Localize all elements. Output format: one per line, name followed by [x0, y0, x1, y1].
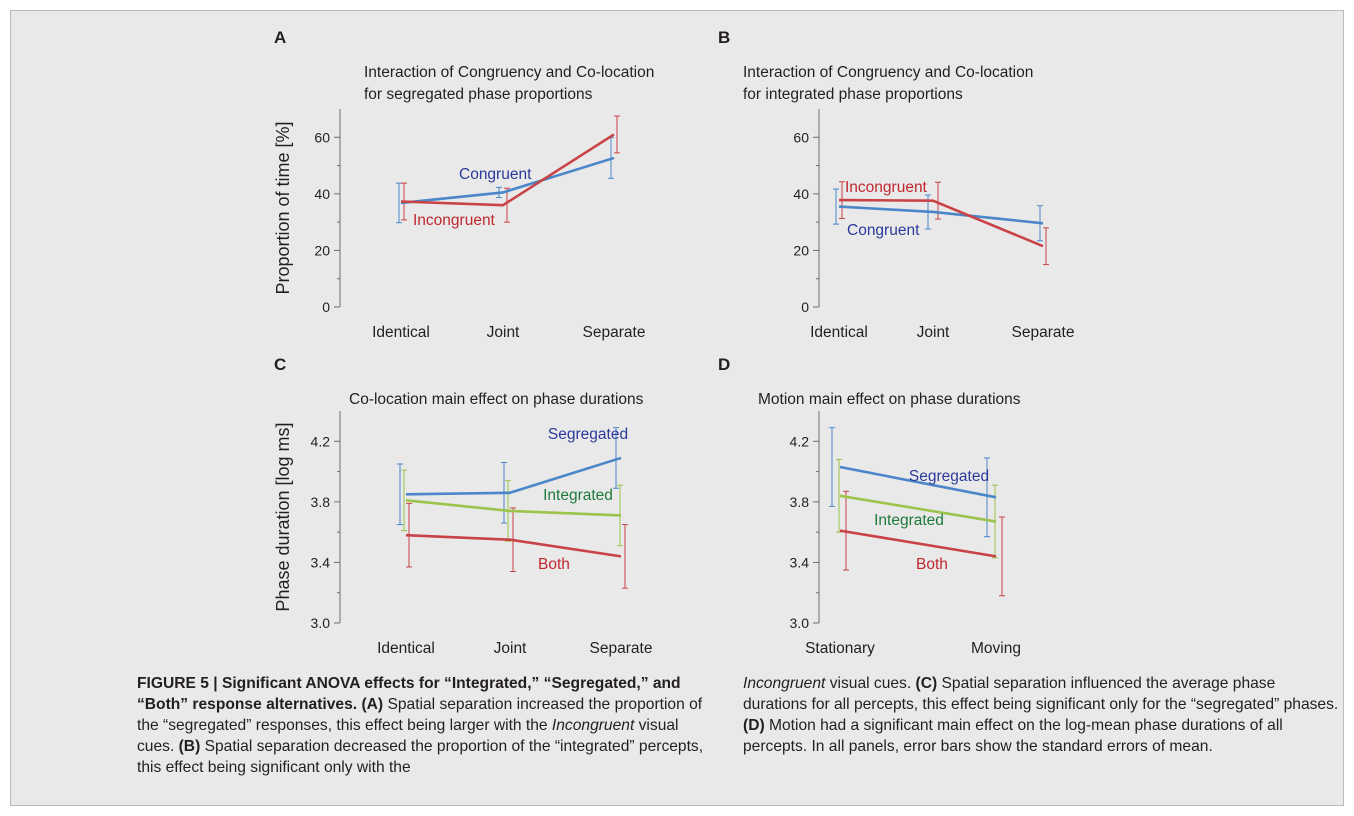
y-tick-label: 60 [314, 129, 330, 145]
x-tick-label: Stationary [805, 640, 875, 657]
series-label: Congruent [847, 222, 920, 239]
caption-text: (A) [357, 696, 384, 713]
series-label: Segregated [548, 426, 628, 443]
series-label: Integrated [874, 512, 944, 529]
x-tick-label: Identical [377, 640, 435, 657]
y-tick-label: 20 [314, 242, 330, 258]
series-line [400, 133, 615, 207]
panel-letter: D [718, 355, 730, 374]
y-axis-label: Proportion of time [%] [273, 121, 293, 294]
series-label: Incongruent [845, 179, 928, 196]
x-tick-label: Identical [372, 324, 430, 341]
panel-title: Motion main effect on phase durations [758, 391, 1021, 408]
series-label: Integrated [543, 487, 613, 504]
caption-text: visual cues. [825, 675, 916, 692]
series-line [400, 156, 615, 205]
caption-text: (D) [743, 717, 765, 734]
x-tick-label: Joint [487, 324, 520, 341]
caption-left: FIGURE 5 | Significant ANOVA effects for… [137, 673, 717, 778]
x-tick-label: Separate [590, 640, 653, 657]
series-line [839, 465, 997, 499]
y-tick-label: 3.4 [790, 554, 810, 570]
y-tick-label: 60 [793, 129, 809, 145]
y-tick-label: 4.2 [790, 433, 810, 449]
y-tick-label: 0 [801, 299, 809, 315]
series-label: Both [916, 556, 948, 573]
y-tick-label: 3.8 [311, 494, 331, 510]
y-tick-label: 3.0 [311, 615, 331, 631]
series-line [405, 499, 622, 517]
panel-letter: A [274, 28, 286, 47]
panel-title: Interaction of Congruency and Co-locatio… [364, 64, 654, 81]
series-line [838, 198, 1044, 248]
panel-title: Interaction of Congruency and Co-locatio… [743, 64, 1033, 81]
series-label: Incongruent [413, 212, 496, 229]
caption-text: Spatial separation influenced the averag… [743, 675, 1339, 713]
caption-text: (C) [915, 675, 938, 692]
series-line [839, 494, 997, 523]
series-line [838, 205, 1044, 225]
y-axis-label: Phase duration [log ms] [273, 422, 293, 611]
caption-text: Incongruent [551, 717, 635, 734]
series-label: Both [538, 556, 570, 573]
y-tick-label: 40 [314, 186, 330, 202]
y-tick-label: 3.8 [790, 494, 810, 510]
caption-text: (B) [178, 738, 201, 755]
caption-text: FIGURE 5 | Significant ANOVA effects for… [137, 675, 681, 713]
x-tick-label: Joint [917, 324, 950, 341]
y-tick-label: 40 [793, 186, 809, 202]
series-label: Segregated [909, 468, 989, 485]
panel-title: Co-location main effect on phase duratio… [349, 391, 644, 408]
panel-title: for segregated phase proportions [364, 86, 593, 103]
x-tick-label: Separate [1012, 324, 1075, 341]
figure-frame: A Interaction of Congruency and Co-locati… [10, 10, 1344, 806]
x-tick-label: Joint [494, 640, 527, 657]
x-tick-label: Moving [971, 640, 1021, 657]
x-tick-label: Identical [810, 324, 868, 341]
series-line [839, 529, 997, 558]
figure-canvas: A Interaction of Congruency and Co-locati… [273, 28, 1075, 657]
y-tick-label: 3.0 [790, 615, 810, 631]
x-tick-label: Separate [583, 324, 646, 341]
y-tick-label: 3.4 [311, 554, 331, 570]
series-line [405, 533, 622, 558]
caption-text: Motion had a significant main effect on … [743, 717, 1283, 755]
caption-text: Incongruent [743, 675, 826, 692]
series-label: Congruent [459, 166, 532, 183]
y-tick-label: 4.2 [311, 433, 331, 449]
series-line [405, 456, 622, 496]
panel-title: for integrated phase proportions [743, 86, 963, 103]
panel-letter: B [718, 28, 730, 47]
y-tick-label: 0 [322, 299, 330, 315]
caption-text: visual cues. [137, 717, 679, 755]
panel-letter: C [274, 355, 286, 374]
caption-text: Spatial separation increased the proport… [137, 696, 703, 734]
caption-right: Incongruent visual cues. (C) Spatial sep… [743, 673, 1343, 757]
caption-text: Spatial separation decreased the proport… [137, 738, 704, 776]
y-tick-label: 20 [793, 242, 809, 258]
